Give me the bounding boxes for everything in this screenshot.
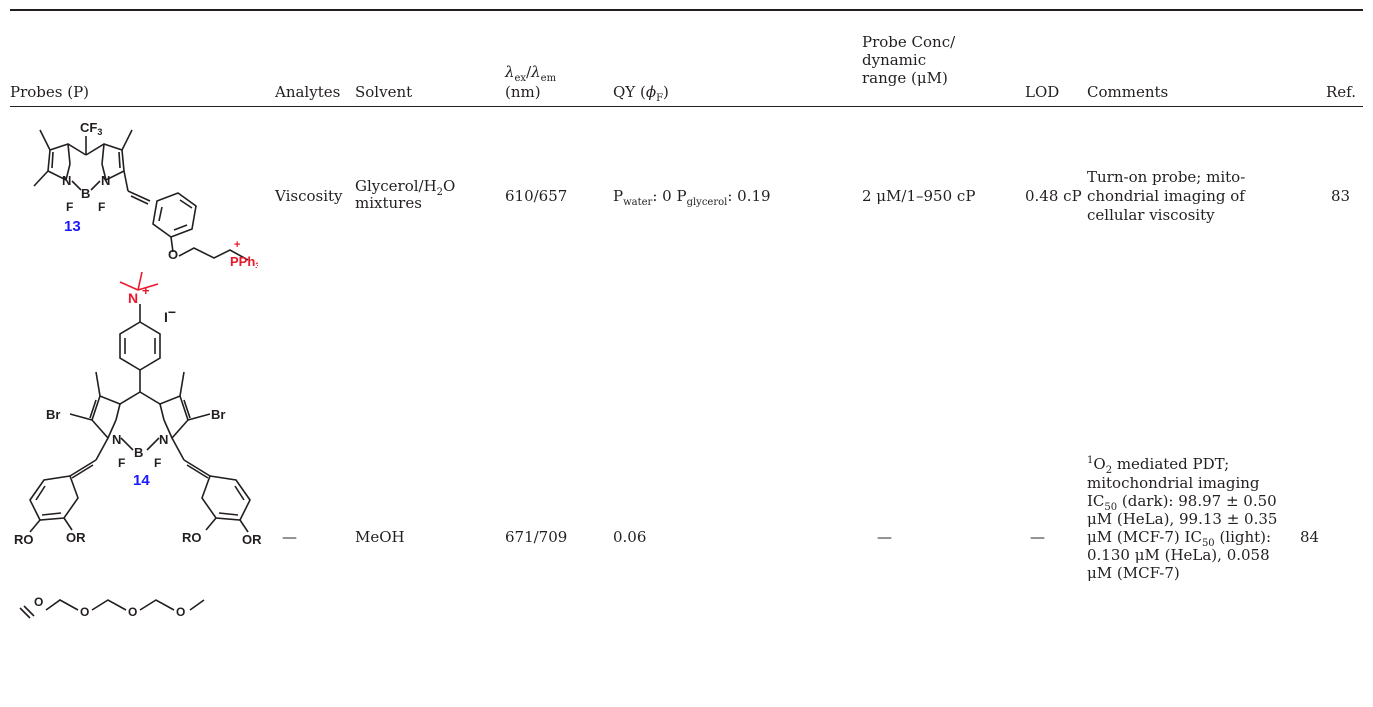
table-header-rule	[10, 106, 1363, 107]
header-comments: Comments	[1087, 83, 1169, 101]
svg-text:N: N	[159, 432, 168, 447]
svg-text:Br: Br	[46, 407, 60, 422]
structure-probe-13: CF3 N N B F F O 13 + PPh3	[33, 120, 258, 268]
header-qy: QY (ϕF)	[613, 83, 669, 104]
header-conc-line2: dynamic	[862, 51, 927, 69]
row1-comment-line3: cellular viscosity	[1087, 206, 1215, 224]
row2-lambda: 671/709	[505, 528, 568, 546]
structure-probe-14: N + I− Br Br N N B F F 14 RO OR RO OR O …	[14, 271, 262, 619]
row2-ref: 84	[1300, 528, 1320, 546]
svg-text:+: +	[142, 283, 150, 298]
row2-lod: —	[1030, 528, 1045, 546]
header-analytes: Analytes	[275, 83, 341, 101]
row1-solvent-line2: mixtures	[355, 194, 422, 212]
row1-comment-line2: chondrial imaging of	[1087, 187, 1245, 205]
row2-solvent: MeOH	[355, 528, 405, 546]
svg-text:B: B	[81, 186, 90, 201]
header-probes: Probes (P)	[10, 83, 90, 101]
svg-text:PPh3: PPh3	[230, 254, 258, 268]
svg-text:O: O	[128, 605, 137, 619]
svg-text:OR: OR	[242, 532, 262, 547]
row2-comment-line6: 0.130 μM (HeLa), 0.058	[1087, 546, 1270, 564]
svg-text:O: O	[168, 247, 178, 262]
row2-comment-line3: IC50 (dark): 98.97 ± 0.50	[1087, 492, 1277, 513]
row2-analytes: —	[282, 528, 297, 546]
svg-text:O: O	[34, 595, 43, 609]
svg-text:F: F	[154, 456, 161, 470]
svg-text:RO: RO	[182, 530, 202, 545]
svg-text:RO: RO	[14, 532, 34, 547]
svg-text:F: F	[98, 200, 105, 214]
svg-text:B: B	[134, 445, 143, 460]
svg-text:CF3: CF3	[80, 120, 102, 137]
header-lambda: λex/λem	[505, 63, 557, 84]
row1-comment-line1: Turn-on probe; mito-	[1087, 168, 1246, 186]
row1-analytes: Viscosity	[275, 187, 343, 205]
header-ref: Ref.	[1326, 83, 1356, 101]
svg-text:F: F	[66, 200, 73, 214]
header-conc-line1: Probe Conc/	[862, 33, 956, 51]
table-top-rule	[10, 9, 1363, 11]
svg-text:+: +	[234, 239, 240, 251]
svg-text:O: O	[176, 605, 185, 619]
svg-text:O: O	[80, 605, 89, 619]
svg-text:N: N	[112, 432, 121, 447]
row2-comment-line7: μM (MCF-7)	[1087, 564, 1180, 582]
row1-conc: 2 μM/1–950 cP	[862, 187, 976, 205]
header-conc-line3: range (μM)	[862, 69, 948, 87]
row1-ref: 83	[1331, 187, 1351, 205]
svg-text:N: N	[101, 173, 110, 188]
svg-text:Br: Br	[211, 407, 225, 422]
header-solvent: Solvent	[355, 83, 413, 101]
row2-comment-line4: μM (HeLa), 99.13 ± 0.35	[1087, 510, 1278, 528]
row1-solvent-line1: Glycerol/H2O	[355, 177, 456, 198]
header-lambda-unit: (nm)	[505, 83, 541, 101]
compound-number-14: 14	[133, 472, 150, 489]
row2-comment-line1: 1O2 mediated PDT;	[1087, 455, 1230, 476]
svg-text:I−: I−	[164, 304, 176, 325]
row1-lod: 0.48 cP	[1025, 187, 1082, 205]
row1-lambda: 610/657	[505, 187, 568, 205]
compound-number-13: 13	[64, 218, 81, 235]
row1-qy: Pwater: 0 Pglycerol: 0.19	[613, 187, 771, 208]
row2-comment-line5: μM (MCF-7) IC50 (light):	[1087, 528, 1272, 549]
row2-comment-line2: mitochondrial imaging	[1087, 474, 1260, 492]
row2-conc: —	[877, 528, 892, 546]
svg-text:OR: OR	[66, 530, 86, 545]
svg-text:N: N	[128, 290, 138, 306]
row2-qy: 0.06	[613, 528, 647, 546]
header-lod: LOD	[1025, 83, 1060, 101]
svg-text:N: N	[62, 173, 71, 188]
svg-text:F: F	[118, 456, 125, 470]
